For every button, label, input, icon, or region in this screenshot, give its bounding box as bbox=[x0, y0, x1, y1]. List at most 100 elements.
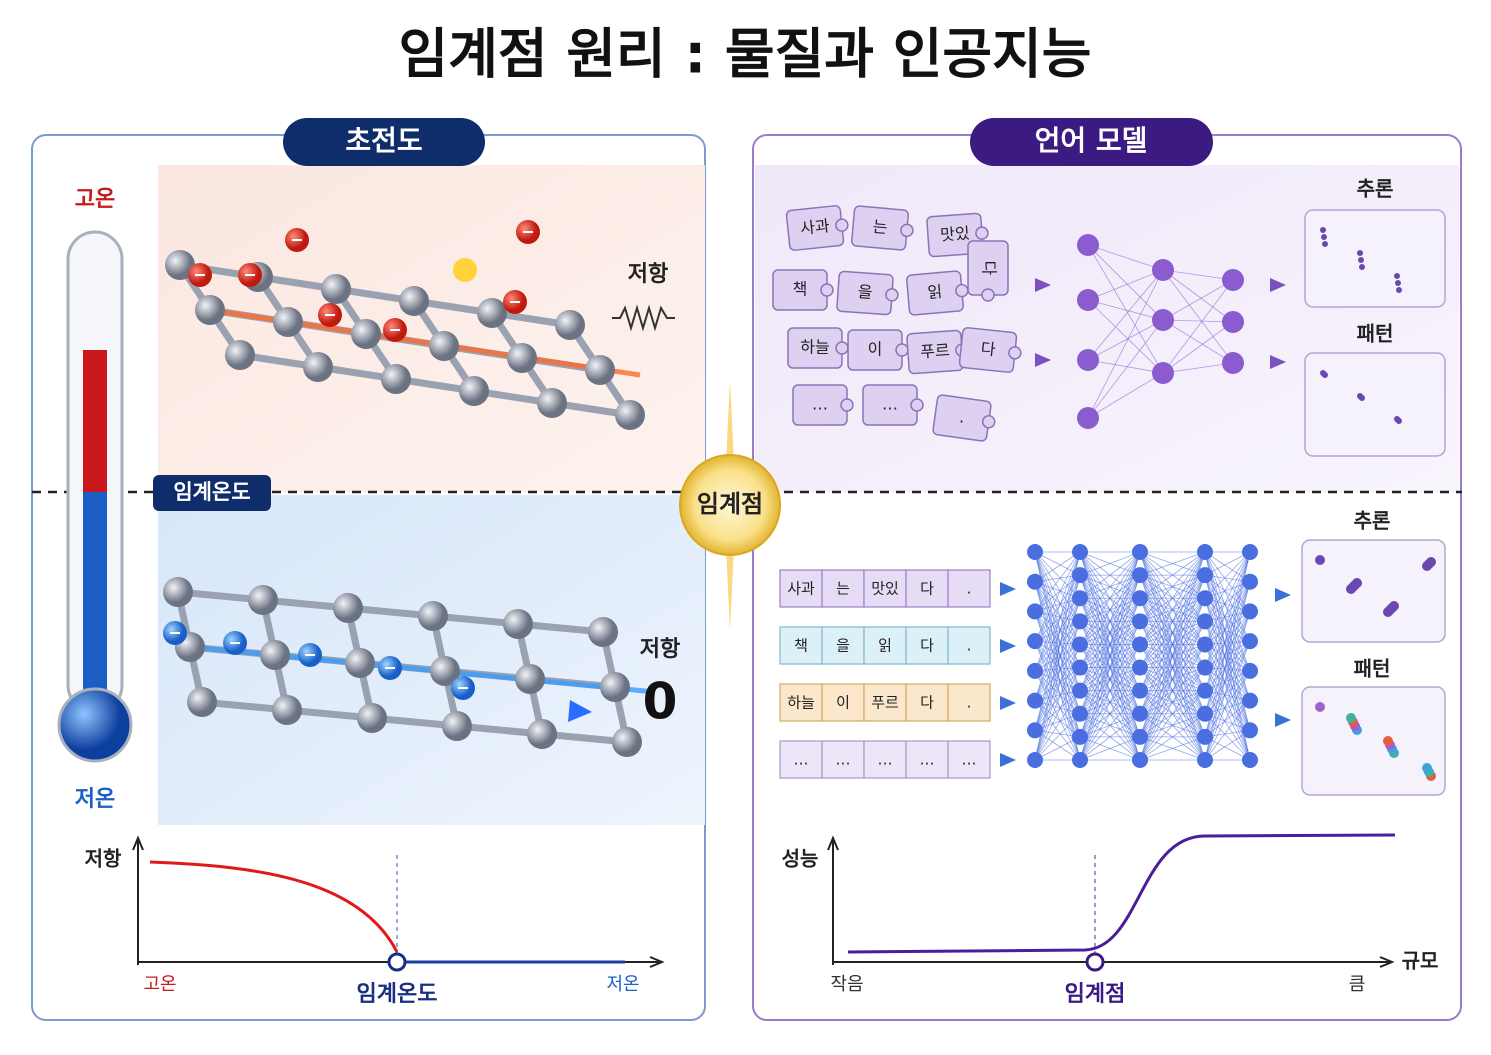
right-header: 언어 모델 bbox=[1035, 124, 1148, 157]
network-node bbox=[1132, 590, 1148, 607]
network-node bbox=[1077, 234, 1099, 256]
network-edge bbox=[1034, 700, 1081, 761]
atom bbox=[429, 331, 459, 361]
network-node bbox=[1197, 752, 1213, 768]
atom bbox=[477, 298, 507, 328]
network-edge bbox=[1034, 670, 1081, 715]
puzzle-knob bbox=[835, 341, 849, 355]
graph-x-mid-ai: 임계점 bbox=[1065, 982, 1126, 1007]
puzzle-knob bbox=[835, 218, 849, 232]
network-edge bbox=[1079, 551, 1141, 761]
output-box bbox=[1301, 686, 1446, 796]
network-edge bbox=[1079, 736, 1141, 761]
network-edge bbox=[1087, 299, 1164, 321]
network-node bbox=[1222, 269, 1244, 291]
network-edge bbox=[1204, 611, 1251, 668]
token-cell bbox=[779, 626, 823, 665]
graph-y-label-ai: 성능 bbox=[782, 847, 819, 871]
network-edge bbox=[1079, 551, 1141, 668]
network-edge bbox=[1162, 269, 1234, 323]
network-edge bbox=[1162, 321, 1234, 374]
lattice-illustration bbox=[163, 220, 656, 757]
network-edge bbox=[1204, 611, 1251, 714]
network-edge bbox=[1034, 621, 1081, 701]
atom bbox=[381, 364, 411, 394]
token-cell bbox=[863, 569, 907, 608]
network-edge bbox=[1079, 644, 1141, 761]
flow-arrow bbox=[1275, 588, 1291, 602]
token: . bbox=[967, 694, 972, 712]
network-node bbox=[1027, 544, 1043, 560]
network-edge bbox=[1139, 667, 1206, 761]
network-edge bbox=[1204, 551, 1251, 576]
flow-arrow bbox=[1000, 639, 1016, 653]
network-edge bbox=[1034, 551, 1081, 642]
network-node bbox=[1132, 728, 1148, 745]
network-edge bbox=[1079, 551, 1141, 599]
token: … bbox=[920, 751, 935, 769]
atom bbox=[321, 274, 351, 304]
network-node bbox=[1027, 662, 1043, 679]
token: … bbox=[836, 751, 851, 769]
puzzle-token: 책 bbox=[793, 280, 808, 299]
network-edge bbox=[1204, 551, 1251, 612]
network-edge bbox=[1034, 729, 1081, 761]
token-cell bbox=[947, 740, 991, 779]
network-edge bbox=[1139, 736, 1206, 761]
atom bbox=[442, 711, 472, 741]
output-dot bbox=[1396, 287, 1402, 293]
output-label: 추론 bbox=[1354, 509, 1391, 533]
network-edge bbox=[1079, 551, 1141, 691]
network-edge bbox=[1087, 359, 1164, 374]
network-node bbox=[1197, 590, 1213, 607]
output-dot bbox=[1383, 607, 1393, 617]
output-dot bbox=[1321, 234, 1327, 240]
puzzle-piece: . bbox=[932, 394, 996, 442]
resistance-label-cold: 저항 bbox=[640, 637, 680, 662]
network-edge bbox=[1204, 670, 1251, 761]
flow-arrow bbox=[1000, 582, 1016, 596]
token-cell bbox=[947, 683, 991, 722]
token-cell bbox=[905, 626, 949, 665]
network-node bbox=[1072, 752, 1088, 768]
token: 을 bbox=[836, 637, 850, 655]
network-node bbox=[1132, 705, 1148, 722]
network-edge bbox=[1139, 551, 1206, 668]
token: 책 bbox=[794, 637, 808, 655]
network-edge bbox=[1139, 551, 1206, 761]
atom bbox=[333, 593, 363, 623]
atom bbox=[357, 703, 387, 733]
atom bbox=[585, 355, 615, 385]
network-node bbox=[1132, 752, 1148, 768]
network-node bbox=[1077, 289, 1099, 311]
atom bbox=[399, 286, 429, 316]
network-edge bbox=[1204, 551, 1251, 668]
network-edge bbox=[1162, 269, 1234, 364]
network-edge bbox=[1204, 729, 1251, 761]
flow-arrow bbox=[1270, 278, 1286, 292]
network-node bbox=[1197, 613, 1213, 630]
puzzle-piece: 다 bbox=[958, 327, 1022, 373]
output-label: 패턴 bbox=[1357, 322, 1394, 346]
output-dot bbox=[1383, 736, 1393, 746]
token: . bbox=[967, 637, 972, 655]
network-edge bbox=[1204, 597, 1251, 642]
puzzle-token: 을 bbox=[857, 282, 873, 302]
network-edge bbox=[1139, 551, 1206, 738]
title: 임계점 원리 : 물질과 인공지능 bbox=[399, 23, 1092, 86]
token: 다 bbox=[920, 580, 934, 598]
network-node bbox=[1072, 613, 1088, 630]
network-edge bbox=[1162, 319, 1234, 323]
atom bbox=[345, 648, 375, 678]
atom bbox=[600, 672, 630, 702]
network-node bbox=[1197, 636, 1213, 653]
puzzle-piece: 이 bbox=[847, 329, 909, 371]
puzzle-piece: 을 bbox=[836, 270, 899, 316]
network-edge bbox=[1034, 667, 1081, 731]
critical-marker bbox=[387, 952, 407, 972]
output-box bbox=[1304, 352, 1446, 457]
network-edge bbox=[1204, 641, 1251, 761]
cold-area bbox=[158, 495, 705, 825]
network-edge bbox=[1087, 244, 1164, 321]
atom bbox=[555, 310, 585, 340]
